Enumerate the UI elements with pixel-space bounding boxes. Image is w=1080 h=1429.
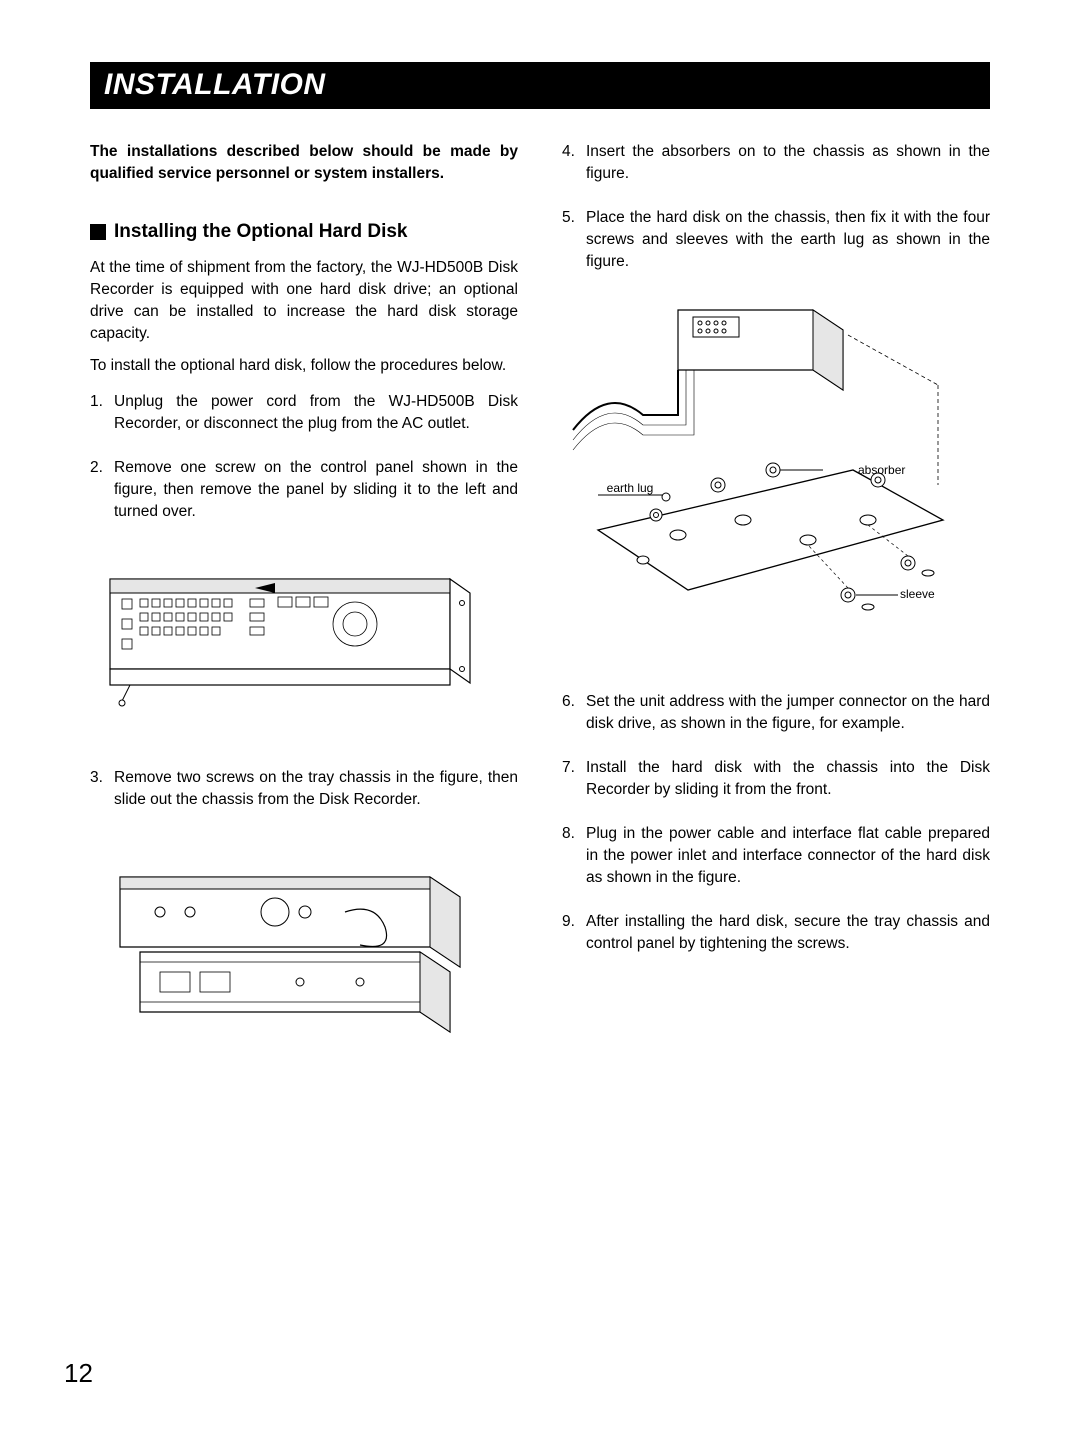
step-text: Insert the absorbers on to the chassis a… xyxy=(586,143,990,182)
figure-front-panel xyxy=(100,569,518,719)
steps-list-left: 1. Unplug the power cord from the WJ-HD5… xyxy=(90,391,518,523)
step-text: Plug in the power cable and interface fl… xyxy=(586,825,990,886)
two-column-layout: The installations described below should… xyxy=(90,141,990,1105)
steps-list-right-2: 6. Set the unit address with the jumper … xyxy=(562,691,990,955)
step-number: 5. xyxy=(562,207,575,229)
step-text: Install the hard disk with the chassis i… xyxy=(586,759,990,798)
step-number: 9. xyxy=(562,911,575,933)
section-para-1: At the time of shipment from the factory… xyxy=(90,257,518,345)
step-3: 3. Remove two screws on the tray chassis… xyxy=(90,767,518,811)
square-bullet-icon xyxy=(90,224,106,240)
step-text: Place the hard disk on the chassis, then… xyxy=(586,209,990,270)
step-number: 3. xyxy=(90,767,103,789)
step-number: 1. xyxy=(90,391,103,413)
step-5: 5. Place the hard disk on the chassis, t… xyxy=(562,207,990,273)
step-number: 8. xyxy=(562,823,575,845)
page-title: INSTALLATION xyxy=(104,68,976,102)
intro-warning-text: The installations described below should… xyxy=(90,141,518,185)
step-6: 6. Set the unit address with the jumper … xyxy=(562,691,990,735)
page-number: 12 xyxy=(64,1358,93,1389)
absorber-label: absorber xyxy=(858,463,905,477)
step-8: 8. Plug in the power cable and interface… xyxy=(562,823,990,889)
title-bar: INSTALLATION xyxy=(90,62,990,109)
step-text: After installing the hard disk, secure t… xyxy=(586,913,990,952)
earth-lug-label: earth lug xyxy=(607,481,654,495)
right-column: 4. Insert the absorbers on to the chassi… xyxy=(562,141,990,1105)
section-heading: Installing the Optional Hard Disk xyxy=(90,221,518,243)
step-text: Unplug the power cord from the WJ-HD500B… xyxy=(114,393,518,432)
steps-list-left-2: 3. Remove two screws on the tray chassis… xyxy=(90,767,518,811)
step-number: 7. xyxy=(562,757,575,779)
front-panel-illustration xyxy=(100,569,480,719)
step-1: 1. Unplug the power cord from the WJ-HD5… xyxy=(90,391,518,435)
tray-chassis-illustration xyxy=(100,857,480,1057)
exploded-chassis-illustration: earth lug absorber xyxy=(568,295,968,665)
section-heading-text: Installing the Optional Hard Disk xyxy=(114,221,407,243)
sleeve-icon xyxy=(841,556,934,610)
step-text: Remove one screw on the control panel sh… xyxy=(114,459,518,520)
section-para-2: To install the optional hard disk, follo… xyxy=(90,355,518,377)
sleeve-label: sleeve xyxy=(900,587,935,601)
figure-tray-chassis xyxy=(100,857,518,1057)
page: INSTALLATION The installations described… xyxy=(0,0,1080,1429)
steps-list-right-1: 4. Insert the absorbers on to the chassi… xyxy=(562,141,990,273)
step-number: 4. xyxy=(562,141,575,163)
step-4: 4. Insert the absorbers on to the chassi… xyxy=(562,141,990,185)
step-text: Set the unit address with the jumper con… xyxy=(586,693,990,732)
step-9: 9. After installing the hard disk, secur… xyxy=(562,911,990,955)
step-2: 2. Remove one screw on the control panel… xyxy=(90,457,518,523)
step-text: Remove two screws on the tray chassis in… xyxy=(114,769,518,808)
step-number: 6. xyxy=(562,691,575,713)
hard-disk-icon xyxy=(678,310,843,390)
step-7: 7. Install the hard disk with the chassi… xyxy=(562,757,990,801)
step-number: 2. xyxy=(90,457,103,479)
left-column: The installations described below should… xyxy=(90,141,518,1105)
figure-exploded-chassis: earth lug absorber xyxy=(568,295,990,665)
